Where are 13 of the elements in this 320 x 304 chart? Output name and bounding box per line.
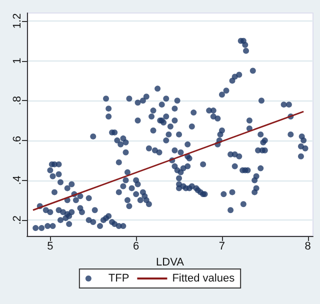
x-tick-label: 6 [133,240,140,252]
y-tick-label: 1 [12,58,24,64]
x-tick-label: 5 [47,240,54,252]
x-axis-title: LDVA [156,256,185,268]
legend-label: TFP [108,272,130,284]
y-tick-label: 1.2 [12,13,24,29]
y-tick-label: .6 [12,136,24,146]
legend-label: Fitted values [172,272,236,284]
y-tick-label: .4 [12,176,24,185]
x-tick-label: 7 [218,240,226,252]
y-tick-label: .2 [12,215,24,225]
y-tick-label: .8 [12,96,24,106]
x-tick-label: 8 [304,240,311,252]
